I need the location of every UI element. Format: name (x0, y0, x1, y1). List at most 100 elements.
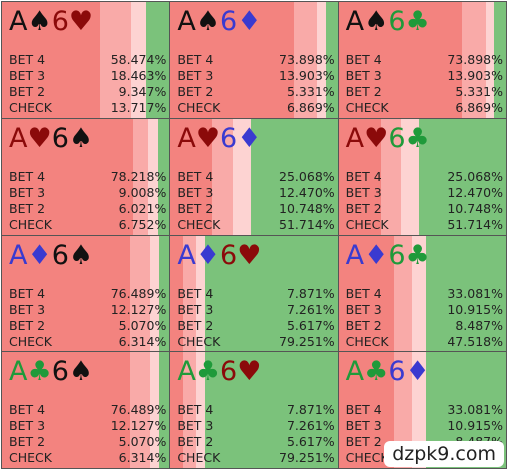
action-row: CHECK 79.251% (177, 334, 334, 350)
card-rank: A (345, 6, 365, 37)
action-frequency: 5.331% (455, 84, 503, 99)
card-rank: A (177, 239, 196, 271)
action-frequency: 73.898% (279, 52, 335, 67)
frequency-bar (338, 235, 394, 352)
card-suit: ♣ (405, 6, 430, 37)
card-rank: 6 (51, 356, 69, 388)
action-frequency: 73.898% (447, 52, 503, 67)
action-row: BET 4 7.871% (177, 286, 334, 302)
action-frequency: 6.869% (286, 100, 335, 115)
action-frequency: 7.871% (286, 285, 335, 301)
action-name: BET 2 (9, 317, 46, 333)
action-frequency: 12.127% (110, 301, 167, 317)
hand: A♣6♠ (9, 355, 93, 389)
hand: A♦6♣ (346, 239, 430, 273)
hand: A♠6♥ (9, 5, 93, 39)
action-frequency: 6.314% (118, 450, 167, 466)
action-row: CHECK 6.869% (177, 100, 334, 116)
action-row: BET 3 12.470% (346, 185, 503, 201)
frequency-bar (150, 352, 159, 468)
frequency-bar (462, 2, 486, 118)
action-name: CHECK (9, 216, 52, 232)
action-name: BET 3 (9, 184, 46, 200)
hand-cell: A♥6♣ BET 4 25.068% BET 3 12.470% BET 2 10.748%… (338, 118, 506, 235)
card-suit: ♥ (237, 356, 262, 388)
hand-cell: A♦6♥ BET 4 7.871% BET 3 7.261% BET 2 5.617% CHE… (170, 235, 338, 352)
hand: A♥6♦ (177, 122, 261, 156)
card-rank: A (345, 356, 365, 388)
card-suit: ♣ (27, 356, 52, 388)
frequency-bar (195, 235, 206, 352)
action-frequency: 25.068% (279, 168, 335, 184)
card-rank: A (177, 6, 196, 37)
card-suit: ♦ (195, 239, 221, 271)
frequency-bar (317, 2, 327, 118)
action-name: BET 3 (345, 184, 382, 200)
action-name: CHECK (177, 333, 221, 349)
action-frequency: 12.470% (447, 184, 503, 200)
action-name: BET 2 (345, 200, 382, 216)
action-row: CHECK 6.314% (9, 334, 166, 350)
action-name: CHECK (345, 333, 389, 349)
action-frequency: 10.748% (447, 200, 503, 216)
action-frequency: 78.218% (110, 168, 167, 184)
action-frequency: 58.474% (110, 52, 167, 67)
action-row: BET 3 7.261% (177, 302, 334, 318)
frequency-bar (147, 118, 159, 235)
card-rank: 6 (220, 6, 238, 37)
hand: A♣6♥ (177, 355, 261, 389)
action-frequency: 9.008% (118, 184, 167, 200)
action-row: BET 3 10.915% (346, 302, 503, 318)
frequency-bar (150, 235, 159, 352)
card-rank: A (177, 122, 196, 154)
frequency-bar (2, 2, 100, 118)
hand: A♦6♠ (9, 239, 93, 273)
action-name: BET 4 (345, 168, 382, 184)
card-rank: 6 (220, 122, 238, 154)
card-rank: 6 (388, 239, 406, 271)
card-rank: A (345, 239, 365, 271)
frequency-bar (2, 352, 130, 468)
card-suit: ♣ (364, 356, 389, 388)
frequency-bar (338, 2, 463, 118)
action-name: BET 3 (177, 68, 214, 83)
action-row: CHECK 6.752% (9, 217, 166, 233)
action-frequency: 12.127% (110, 418, 167, 434)
action-name: BET 3 (177, 184, 214, 200)
action-frequency: 13.717% (110, 100, 167, 115)
action-row: BET 3 12.470% (177, 185, 334, 201)
action-row: CHECK 79.251% (177, 450, 334, 466)
action-name: BET 4 (9, 402, 46, 418)
action-frequency: 13.903% (447, 68, 503, 83)
frequency-bar (99, 2, 131, 118)
action-row: BET 3 12.127% (9, 302, 166, 318)
action-frequency: 7.871% (286, 402, 335, 418)
action-row: BET 3 13.903% (177, 68, 334, 84)
frequency-bar (412, 235, 427, 352)
action-row: CHECK 51.714% (177, 217, 334, 233)
action-name: BET 2 (9, 200, 46, 216)
card-rank: 6 (388, 356, 406, 388)
action-row: CHECK 6.314% (9, 450, 166, 466)
action-frequency: 5.070% (118, 317, 167, 333)
frequency-bar (170, 352, 184, 468)
action-row: BET 4 78.218% (9, 169, 166, 185)
action-name: BET 4 (9, 168, 46, 184)
action-row: CHECK 13.717% (9, 100, 166, 116)
action-name: BET 4 (177, 52, 214, 67)
card-suit: ♥ (27, 122, 52, 154)
card-suit: ♠ (68, 239, 94, 271)
card-suit: ♣ (405, 122, 430, 154)
frequency-bar (195, 352, 206, 468)
action-name: BET 2 (9, 84, 46, 99)
action-frequency: 47.518% (447, 333, 503, 349)
card-rank: A (9, 356, 28, 388)
action-row: BET 2 5.070% (9, 434, 166, 450)
frequency-bar (326, 2, 338, 118)
card-suit: ♥ (195, 122, 221, 154)
action-frequency: 51.714% (447, 216, 503, 232)
hand-cell: A♠6♥ BET 4 58.474% BET 3 18.463% BET 2 9.347% C… (2, 2, 170, 118)
action-row: BET 2 5.331% (346, 84, 503, 100)
action-frequency: 76.489% (110, 285, 167, 301)
